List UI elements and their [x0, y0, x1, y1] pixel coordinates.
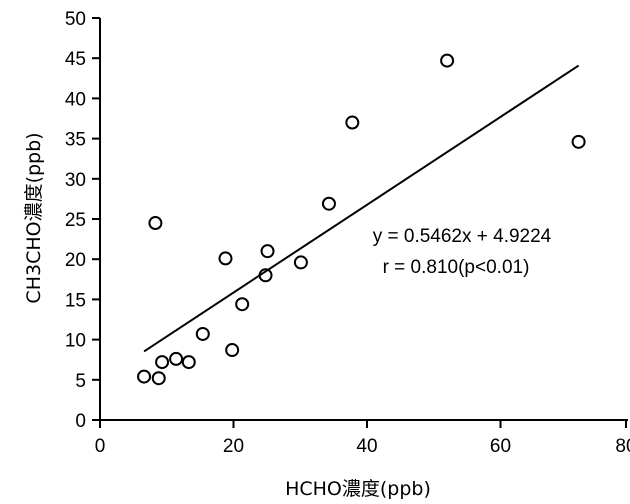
x-tick-label: 0 — [95, 436, 106, 457]
data-point — [195, 326, 210, 341]
data-point — [225, 343, 240, 358]
y-tick-label: 10 — [65, 331, 86, 352]
data-point — [155, 355, 170, 370]
y-tick-label: 5 — [75, 371, 86, 392]
data-point — [293, 255, 308, 270]
y-tick-label: 35 — [65, 130, 86, 151]
correlation-text: r = 0.810(p<0.01) — [383, 257, 530, 278]
data-point — [169, 351, 184, 366]
y-tick-label: 30 — [65, 170, 86, 191]
x-tick-label: 20 — [223, 436, 244, 457]
data-point — [148, 216, 163, 231]
regression-equation: y = 0.5462x + 4.9224 — [373, 226, 552, 247]
x-tick-label: 40 — [356, 436, 377, 457]
y-axis-ticks: 0 5 10 15 20 25 30 35 40 45 50 — [65, 9, 100, 432]
x-axis-title: HCHO濃度(ppb) — [285, 478, 431, 500]
y-axis-title: CH3CHO濃度(ppb) — [23, 132, 45, 303]
data-point — [218, 251, 233, 266]
trendline — [143, 64, 580, 353]
data-point — [321, 196, 336, 211]
data-point — [151, 371, 166, 386]
y-tick-label: 20 — [65, 250, 86, 271]
y-tick-label: 15 — [65, 290, 86, 311]
data-point — [260, 244, 275, 259]
data-point — [235, 297, 250, 312]
y-tick-label: 0 — [75, 411, 86, 432]
data-point — [345, 115, 360, 130]
data-point — [571, 134, 586, 149]
axes — [99, 18, 628, 421]
y-tick-label: 45 — [65, 49, 86, 70]
data-point — [440, 53, 455, 68]
x-tick-label: 60 — [490, 436, 511, 457]
y-tick-label: 25 — [65, 210, 86, 231]
y-tick-label: 40 — [65, 89, 86, 110]
trendline-group — [143, 64, 580, 353]
data-point — [258, 268, 273, 283]
x-axis-ticks: 0 20 40 60 80 — [95, 420, 630, 457]
data-point — [137, 369, 152, 384]
data-points — [137, 53, 586, 386]
x-tick-label: 80 — [615, 436, 630, 457]
data-point — [181, 355, 196, 370]
y-tick-label: 50 — [65, 9, 86, 30]
